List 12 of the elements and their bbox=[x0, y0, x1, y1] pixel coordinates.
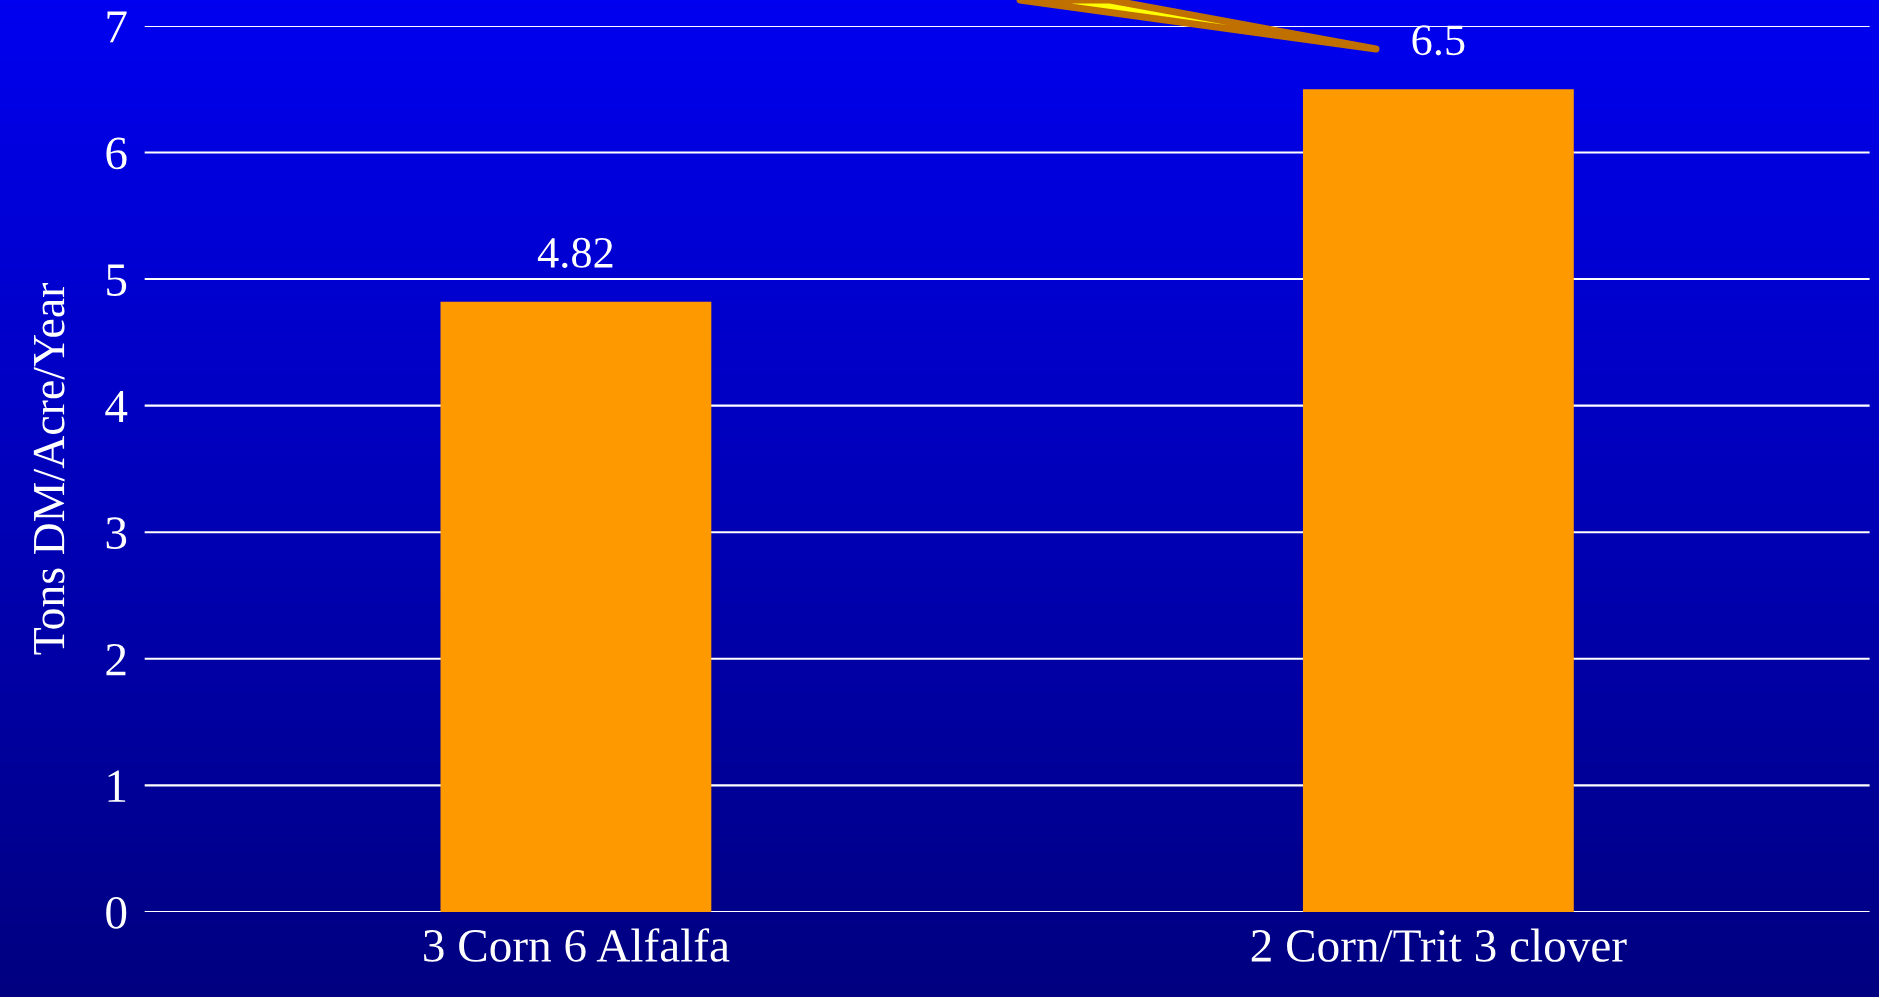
x-tick-label: 2 Corn/Trit 3 clover bbox=[1251, 928, 1627, 962]
y-tick-label: 0 bbox=[106, 896, 127, 929]
x-tick-label: 3 Corn 6 Alfalfa bbox=[424, 928, 730, 962]
y-axis-title: Tons DM/Acre/Year bbox=[33, 282, 65, 655]
y-tick-label: 4 bbox=[105, 390, 128, 423]
y-tick-label: 7 bbox=[107, 11, 127, 43]
y-tick-label: 1 bbox=[108, 770, 126, 802]
y-tick-label: 3 bbox=[106, 517, 127, 550]
y-tick-label: 2 bbox=[106, 643, 126, 676]
y-tick-label: 5 bbox=[107, 264, 127, 296]
data-label: 4.82 bbox=[537, 237, 613, 269]
y-tick-label: 6 bbox=[106, 137, 127, 170]
